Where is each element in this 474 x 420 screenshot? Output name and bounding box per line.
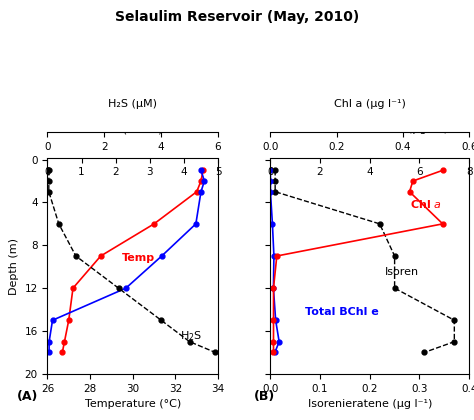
Text: Chl $a$: Chl $a$ [410, 198, 441, 210]
Title: H₂S (μM): H₂S (μM) [108, 99, 157, 109]
Title: Chl a (μg l⁻¹): Chl a (μg l⁻¹) [334, 99, 406, 109]
Text: Isoren: Isoren [384, 267, 419, 277]
Text: H$_2$S: H$_2$S [180, 330, 202, 343]
Text: Temp: Temp [122, 253, 155, 263]
Text: (B): (B) [254, 389, 275, 402]
Title: DO (ml l⁻¹): DO (ml l⁻¹) [102, 124, 163, 134]
Text: Total BChl e: Total BChl e [305, 307, 379, 317]
Title: Total BChl e isomers (μg l⁻¹): Total BChl e isomers (μg l⁻¹) [292, 124, 448, 134]
X-axis label: Isorenieratene (μg l⁻¹): Isorenieratene (μg l⁻¹) [308, 399, 432, 409]
Text: Selaulim Reservoir (May, 2010): Selaulim Reservoir (May, 2010) [115, 10, 359, 24]
Text: (A): (A) [17, 389, 38, 402]
X-axis label: Temperature (°C): Temperature (°C) [84, 399, 181, 409]
Y-axis label: Depth (m): Depth (m) [9, 238, 19, 295]
